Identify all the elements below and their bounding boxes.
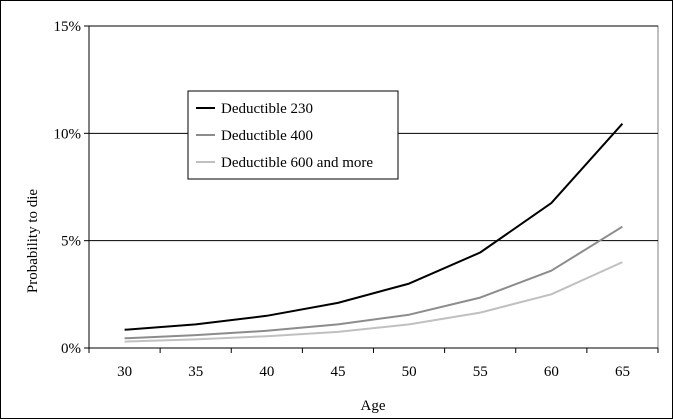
plot-border — [88, 25, 659, 349]
x-tick-label: 50 — [402, 364, 417, 380]
series-layer — [124, 123, 624, 343]
series-line-3 — [124, 261, 623, 343]
y-tick-label: 15% — [54, 19, 82, 35]
x-tick-label: 60 — [544, 364, 559, 380]
legend: Deductible 230 Deductible 400 Deductible 6… — [187, 90, 399, 180]
y-tick-label: 5% — [61, 234, 81, 250]
x-tick-label: 45 — [330, 364, 345, 380]
x-tick-labels: 30 35 40 45 50 55 60 65 — [117, 364, 630, 380]
series-line-1 — [124, 123, 624, 331]
x-tick-label: 35 — [188, 364, 203, 380]
y-axis-label: Probability to die — [25, 189, 41, 294]
x-tick-label: 55 — [473, 364, 488, 380]
x-axis-label: Age — [361, 398, 386, 414]
x-tick-label: 30 — [117, 364, 132, 380]
y-tick-label: 0% — [61, 341, 81, 357]
legend-label: Deductible 600 and more — [221, 155, 373, 171]
y-tick-labels: 0% 5% 10% 15% — [54, 19, 82, 357]
legend-label: Deductible 400 — [221, 128, 313, 144]
legend-label: Deductible 230 — [221, 101, 313, 117]
legend-box — [187, 90, 399, 180]
series-line-2 — [124, 225, 623, 340]
plot-area — [84, 25, 659, 353]
x-tick-label: 40 — [259, 364, 274, 380]
y-tick-label: 10% — [54, 126, 82, 142]
x-tick-label: 65 — [615, 364, 630, 380]
